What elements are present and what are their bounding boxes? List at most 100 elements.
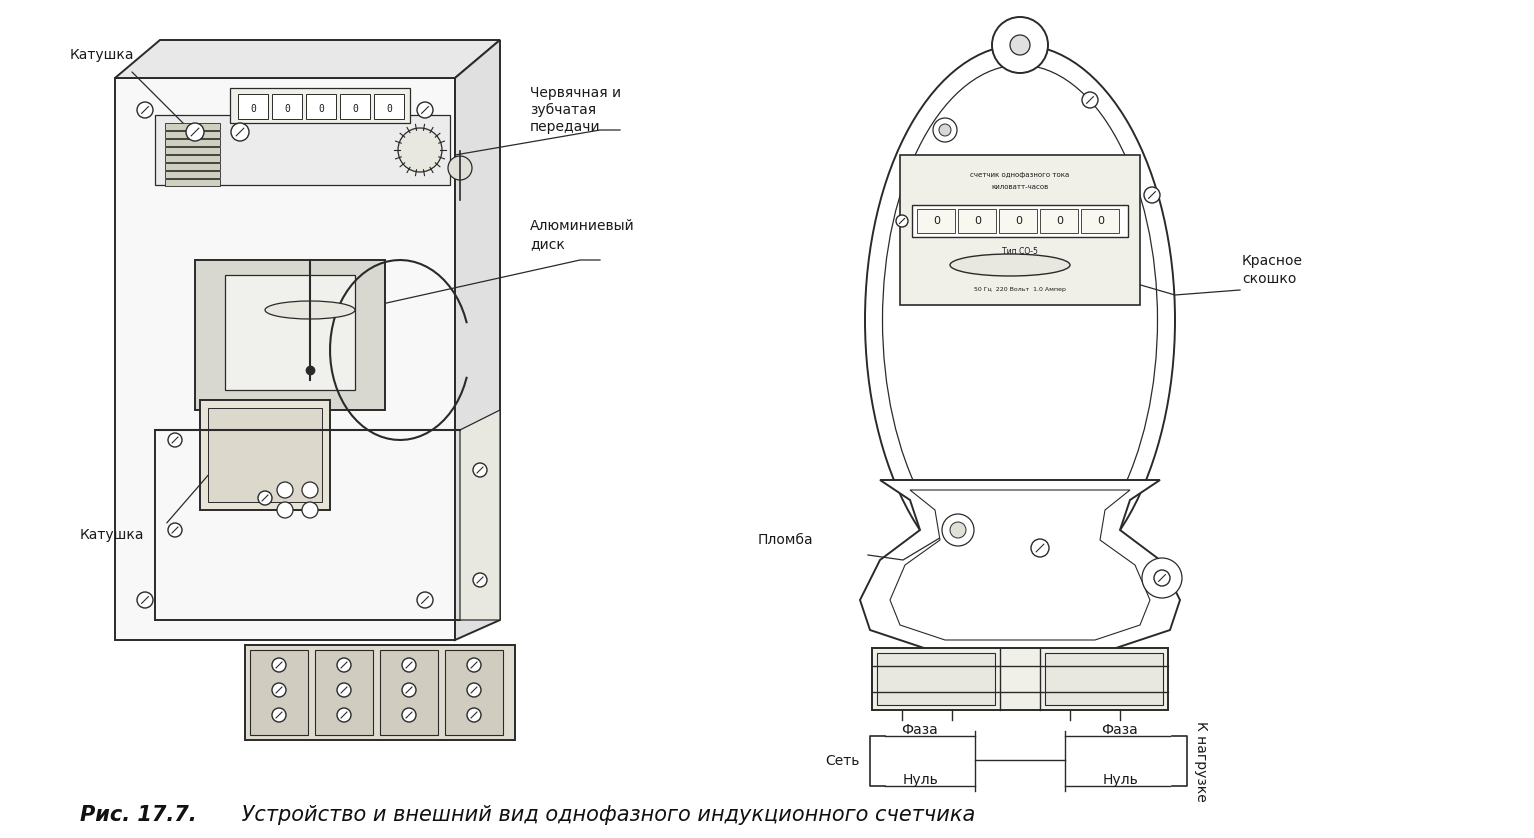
Circle shape [169,523,183,537]
Bar [166,171,219,178]
Circle shape [137,592,153,608]
Polygon shape [115,78,456,640]
Circle shape [337,658,351,672]
Bar [166,163,219,170]
Text: Алюминиевый
диск: Алюминиевый диск [531,220,635,251]
Bar [195,260,385,410]
Bar [225,275,354,390]
Bar [877,653,996,705]
Circle shape [992,17,1048,73]
Circle shape [278,482,293,498]
Text: Фаза: Фаза [1101,723,1138,737]
Bar [245,645,515,740]
Circle shape [1031,539,1049,557]
Bar [917,209,956,233]
Circle shape [942,514,974,546]
Circle shape [939,124,951,136]
Text: Катушка: Катушка [71,48,135,62]
Text: Рис. 17.7.: Рис. 17.7. [80,805,196,825]
Circle shape [302,502,318,518]
Text: Красное
скошко: Красное скошко [1243,255,1302,286]
Bar [341,94,370,119]
Ellipse shape [882,65,1158,575]
Circle shape [137,102,153,118]
Text: 0: 0 [387,104,393,114]
Circle shape [1154,570,1170,586]
Circle shape [1144,187,1160,203]
Text: счетчик однофазного тока: счетчик однофазного тока [971,172,1069,178]
Circle shape [1141,558,1183,598]
Bar [166,139,219,146]
Bar [238,94,268,119]
Text: Нуль: Нуль [902,773,937,787]
Circle shape [448,156,472,180]
Text: 0: 0 [318,104,324,114]
Polygon shape [115,40,500,78]
Circle shape [896,215,908,227]
Bar [871,648,1167,710]
Text: 0: 0 [284,104,290,114]
Bar [166,179,219,186]
Circle shape [472,573,486,587]
Bar [1045,653,1163,705]
Text: 0: 0 [974,216,982,226]
Bar [1081,209,1118,233]
Circle shape [272,683,285,697]
Circle shape [302,482,318,498]
Text: Фаза: Фаза [902,723,939,737]
Circle shape [466,658,482,672]
Bar [959,209,996,233]
Ellipse shape [265,301,354,319]
Polygon shape [155,115,449,185]
Bar [166,147,219,154]
Circle shape [1081,92,1098,108]
Polygon shape [460,410,500,620]
Circle shape [169,433,183,447]
Circle shape [278,502,293,518]
Bar [272,94,302,119]
Bar [1040,209,1078,233]
Circle shape [1009,35,1029,55]
Text: Червячная и
зубчатая
передачи: Червячная и зубчатая передачи [531,85,621,134]
Text: Тип СО-5: Тип СО-5 [1002,247,1039,256]
Circle shape [466,708,482,722]
Bar [250,650,308,735]
Circle shape [950,522,966,538]
Circle shape [417,592,433,608]
Circle shape [232,123,249,141]
Bar [230,88,410,123]
Bar [314,650,373,735]
Circle shape [472,463,486,477]
Circle shape [272,708,285,722]
Text: Пломба: Пломба [758,533,813,547]
Bar [913,205,1127,237]
Circle shape [186,123,204,141]
Ellipse shape [950,254,1071,276]
Bar [380,650,439,735]
Circle shape [272,658,285,672]
Text: К нагрузке: К нагрузке [1193,721,1207,801]
Text: Нуль: Нуль [1101,773,1138,787]
Polygon shape [861,480,1180,650]
Text: Сеть: Сеть [825,754,861,768]
Bar [209,408,322,502]
Text: 0: 0 [1097,216,1104,226]
Polygon shape [456,40,500,640]
Bar [445,650,503,735]
Bar [374,94,403,119]
Bar [199,400,330,510]
Bar [900,155,1140,305]
Ellipse shape [865,45,1175,595]
Circle shape [397,128,442,172]
Text: Катушка: Катушка [80,528,144,542]
Text: киловатт-часов: киловатт-часов [991,184,1049,190]
Text: 0: 0 [934,216,940,226]
Text: 0: 0 [250,104,256,114]
Circle shape [933,118,957,142]
Bar [166,131,219,138]
Bar [999,209,1037,233]
Bar [166,123,219,130]
Bar [305,94,336,119]
Text: 50 Гц  220 Вольт  1.0 Ампер: 50 Гц 220 Вольт 1.0 Ампер [974,287,1066,292]
Circle shape [337,683,351,697]
